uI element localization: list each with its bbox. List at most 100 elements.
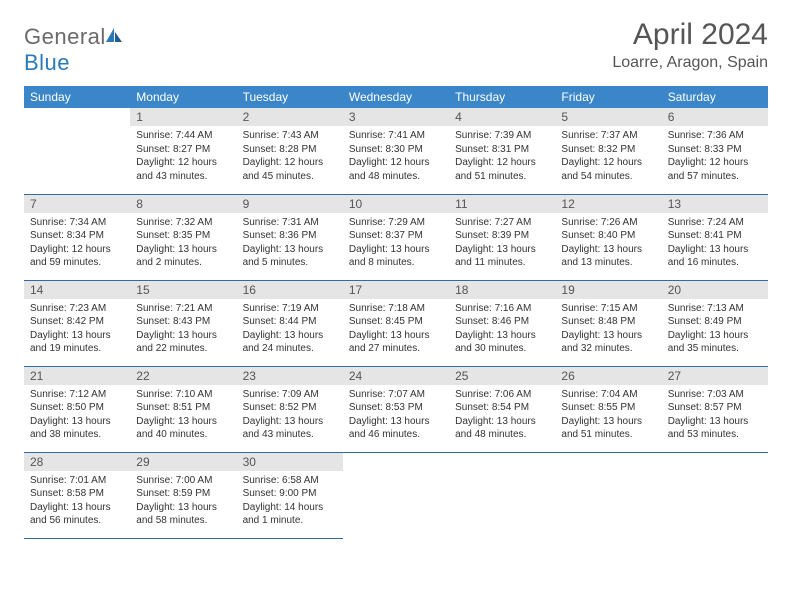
day-line: Sunset: 8:40 PM (561, 229, 655, 243)
day-line: Sunrise: 7:09 AM (243, 388, 337, 402)
day-line: and 48 minutes. (349, 170, 443, 184)
day-line: Sunrise: 7:01 AM (30, 474, 124, 488)
day-line: Daylight: 13 hours (668, 415, 762, 429)
calendar-row: 28Sunrise: 7:01 AMSunset: 8:58 PMDayligh… (24, 452, 768, 538)
day-body: Sunrise: 7:37 AMSunset: 8:32 PMDaylight:… (555, 126, 661, 187)
day-line: and 48 minutes. (455, 428, 549, 442)
day-line: Daylight: 13 hours (668, 243, 762, 257)
day-line: Sunrise: 7:31 AM (243, 216, 337, 230)
day-line: Daylight: 12 hours (561, 156, 655, 170)
day-number: 9 (237, 195, 343, 213)
day-line: Sunrise: 7:34 AM (30, 216, 124, 230)
logo-text: GeneralBlue (24, 24, 124, 76)
day-line: Sunrise: 7:13 AM (668, 302, 762, 316)
calendar-cell: 21Sunrise: 7:12 AMSunset: 8:50 PMDayligh… (24, 366, 130, 452)
day-number: 20 (662, 281, 768, 299)
day-body: Sunrise: 7:03 AMSunset: 8:57 PMDaylight:… (662, 385, 768, 446)
day-line: and 11 minutes. (455, 256, 549, 270)
calendar-row: 7Sunrise: 7:34 AMSunset: 8:34 PMDaylight… (24, 194, 768, 280)
day-number: 2 (237, 108, 343, 126)
day-number: 18 (449, 281, 555, 299)
day-line: Sunset: 8:37 PM (349, 229, 443, 243)
day-line: and 38 minutes. (30, 428, 124, 442)
day-line: Sunrise: 7:12 AM (30, 388, 124, 402)
day-line: Sunrise: 7:37 AM (561, 129, 655, 143)
day-line: Sunrise: 7:41 AM (349, 129, 443, 143)
day-line: Daylight: 12 hours (30, 243, 124, 257)
day-line: and 45 minutes. (243, 170, 337, 184)
calendar-cell: 7Sunrise: 7:34 AMSunset: 8:34 PMDaylight… (24, 194, 130, 280)
day-line: Sunrise: 7:23 AM (30, 302, 124, 316)
day-line: Sunrise: 7:26 AM (561, 216, 655, 230)
day-line: Daylight: 12 hours (349, 156, 443, 170)
day-line: and 43 minutes. (136, 170, 230, 184)
day-body: Sunrise: 7:43 AMSunset: 8:28 PMDaylight:… (237, 126, 343, 187)
day-number: 15 (130, 281, 236, 299)
day-line: Sunrise: 7:27 AM (455, 216, 549, 230)
day-line: Sunset: 8:27 PM (136, 143, 230, 157)
day-line: Daylight: 13 hours (136, 243, 230, 257)
day-line: Daylight: 13 hours (136, 501, 230, 515)
day-line: Sunset: 8:59 PM (136, 487, 230, 501)
day-line: Sunrise: 7:19 AM (243, 302, 337, 316)
calendar-cell: 29Sunrise: 7:00 AMSunset: 8:59 PMDayligh… (130, 452, 236, 538)
day-line: Sunset: 8:43 PM (136, 315, 230, 329)
calendar-cell: 23Sunrise: 7:09 AMSunset: 8:52 PMDayligh… (237, 366, 343, 452)
calendar-row: 1Sunrise: 7:44 AMSunset: 8:27 PMDaylight… (24, 108, 768, 194)
day-line: Daylight: 14 hours (243, 501, 337, 515)
day-line: and 57 minutes. (668, 170, 762, 184)
calendar-cell: 22Sunrise: 7:10 AMSunset: 8:51 PMDayligh… (130, 366, 236, 452)
day-line: Sunset: 8:36 PM (243, 229, 337, 243)
calendar-cell: 15Sunrise: 7:21 AMSunset: 8:43 PMDayligh… (130, 280, 236, 366)
day-line: Sunrise: 7:10 AM (136, 388, 230, 402)
day-line: Sunrise: 7:18 AM (349, 302, 443, 316)
day-number: 22 (130, 367, 236, 385)
day-body: Sunrise: 7:41 AMSunset: 8:30 PMDaylight:… (343, 126, 449, 187)
day-line: Sunset: 8:31 PM (455, 143, 549, 157)
day-line: and 40 minutes. (136, 428, 230, 442)
day-body: Sunrise: 7:18 AMSunset: 8:45 PMDaylight:… (343, 299, 449, 360)
weekday-header: Monday (130, 86, 236, 108)
day-number: 17 (343, 281, 449, 299)
day-line: Sunrise: 7:06 AM (455, 388, 549, 402)
day-line: Sunset: 8:57 PM (668, 401, 762, 415)
calendar-cell: 5Sunrise: 7:37 AMSunset: 8:32 PMDaylight… (555, 108, 661, 194)
day-number: 1 (130, 108, 236, 126)
calendar-row: 14Sunrise: 7:23 AMSunset: 8:42 PMDayligh… (24, 280, 768, 366)
day-number: 16 (237, 281, 343, 299)
day-body: Sunrise: 7:13 AMSunset: 8:49 PMDaylight:… (662, 299, 768, 360)
day-line: and 22 minutes. (136, 342, 230, 356)
calendar-cell (24, 108, 130, 194)
day-line: Sunrise: 7:00 AM (136, 474, 230, 488)
day-line: Sunset: 8:34 PM (30, 229, 124, 243)
logo-text-blue: Blue (24, 50, 70, 75)
day-number: 26 (555, 367, 661, 385)
day-line: Sunset: 8:48 PM (561, 315, 655, 329)
calendar-cell: 13Sunrise: 7:24 AMSunset: 8:41 PMDayligh… (662, 194, 768, 280)
day-line: Daylight: 13 hours (243, 243, 337, 257)
day-line: Sunset: 8:32 PM (561, 143, 655, 157)
day-body: Sunrise: 7:26 AMSunset: 8:40 PMDaylight:… (555, 213, 661, 274)
day-number: 6 (662, 108, 768, 126)
title-block: April 2024 Loarre, Aragon, Spain (612, 18, 768, 72)
day-line: Sunset: 8:30 PM (349, 143, 443, 157)
day-line: and 43 minutes. (243, 428, 337, 442)
calendar-cell: 10Sunrise: 7:29 AMSunset: 8:37 PMDayligh… (343, 194, 449, 280)
day-line: Sunrise: 7:43 AM (243, 129, 337, 143)
logo-sail-icon (104, 24, 124, 49)
day-line: Sunset: 8:39 PM (455, 229, 549, 243)
day-body: Sunrise: 7:29 AMSunset: 8:37 PMDaylight:… (343, 213, 449, 274)
calendar-cell (662, 452, 768, 538)
day-line: Daylight: 13 hours (30, 415, 124, 429)
day-line: and 32 minutes. (561, 342, 655, 356)
weekday-header: Thursday (449, 86, 555, 108)
day-line: Sunrise: 7:07 AM (349, 388, 443, 402)
page-title: April 2024 (612, 18, 768, 52)
day-line: Sunset: 8:49 PM (668, 315, 762, 329)
day-number: 13 (662, 195, 768, 213)
calendar-cell: 26Sunrise: 7:04 AMSunset: 8:55 PMDayligh… (555, 366, 661, 452)
calendar-cell: 24Sunrise: 7:07 AMSunset: 8:53 PMDayligh… (343, 366, 449, 452)
calendar-cell: 16Sunrise: 7:19 AMSunset: 8:44 PMDayligh… (237, 280, 343, 366)
day-number: 14 (24, 281, 130, 299)
day-line: and 58 minutes. (136, 514, 230, 528)
